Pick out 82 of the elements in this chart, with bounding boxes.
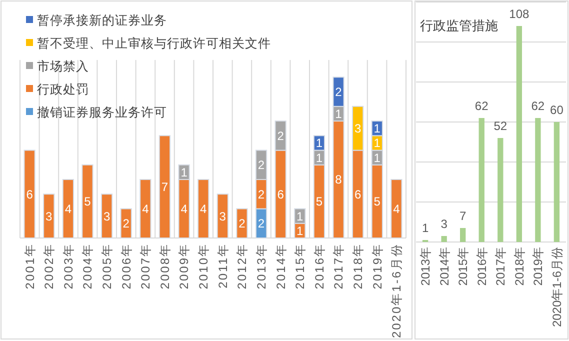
x-tick-label: 2012年 <box>235 243 250 290</box>
data-label: 5 <box>316 194 323 209</box>
bar <box>535 118 541 242</box>
data-label: 2 <box>122 216 130 231</box>
x-tick-label: 2019年 <box>531 247 546 286</box>
data-label: 4 <box>64 202 72 216</box>
data-label: 1 <box>316 150 323 165</box>
x-tick-label: 2020年1-6月份 <box>550 247 564 328</box>
data-label: 2 <box>258 187 265 202</box>
data-label: 3 <box>46 209 53 224</box>
bar <box>516 26 522 242</box>
legend-label: 暂停承接新的证券业务 <box>37 13 167 28</box>
data-label: 4 <box>180 202 188 216</box>
legend-label: 行政处罚 <box>37 82 89 96</box>
x-tick-label: 2006年 <box>119 243 134 290</box>
legend-label: 撤销证券服务业务许可 <box>37 105 167 120</box>
x-tick-label: 2016年 <box>312 243 326 290</box>
bar <box>478 118 484 242</box>
bar <box>498 138 504 242</box>
data-label: 3 <box>103 209 110 224</box>
bar <box>554 122 560 242</box>
x-tick-label: 2002年 <box>42 243 56 290</box>
data-label: 1 <box>374 136 381 150</box>
x-tick-label: 2014年 <box>274 243 288 290</box>
data-label: 4 <box>142 202 150 216</box>
x-tick-label: 2011年 <box>216 243 230 288</box>
bar <box>460 228 466 242</box>
data-label: 8 <box>335 172 342 187</box>
data-label: 4 <box>200 202 207 216</box>
x-tick-label: 2014年 <box>437 247 452 286</box>
data-label: 3 <box>440 217 448 231</box>
data-label: 5 <box>374 194 381 209</box>
x-tick-label: 2013年 <box>254 243 268 290</box>
x-tick-label: 2020年1-6月份 <box>390 243 404 338</box>
data-label: 108 <box>509 7 530 21</box>
data-label: 6 <box>277 187 284 202</box>
data-label: 1 <box>296 224 304 238</box>
data-label: 62 <box>474 99 489 113</box>
x-tick-label: 2019年 <box>370 243 384 290</box>
data-label: 2 <box>277 128 284 143</box>
x-tick-label: 2018年 <box>351 243 366 290</box>
bar <box>441 236 447 242</box>
data-label: 2 <box>238 216 246 231</box>
data-label: 7 <box>161 180 168 194</box>
x-tick-label: 2007年 <box>138 243 153 290</box>
x-tick-label: 2016年 <box>474 247 489 286</box>
data-label: 52 <box>494 119 508 133</box>
legend-label: 市场禁入 <box>37 59 89 74</box>
data-label: 2 <box>335 84 342 99</box>
data-label: 5 <box>84 194 92 209</box>
x-tick-label: 2004年 <box>80 243 95 290</box>
x-tick-label: 2015年 <box>456 247 470 286</box>
data-label: 1 <box>335 106 342 121</box>
data-label: 1 <box>374 150 381 165</box>
data-label: 60 <box>550 103 564 117</box>
data-label: 2 <box>258 216 265 231</box>
data-label: 1 <box>316 136 323 150</box>
x-tick-label: 2008年 <box>158 243 172 290</box>
data-label: 1 <box>180 165 188 180</box>
data-label: 1 <box>422 221 429 235</box>
data-label: 3 <box>219 209 226 224</box>
data-label: 7 <box>459 209 466 223</box>
data-label: 1 <box>296 209 304 224</box>
x-tick-label: 2003年 <box>61 243 76 290</box>
x-tick-label: 2005年 <box>100 243 114 290</box>
data-label: 62 <box>531 99 545 113</box>
x-tick-label: 2009年 <box>177 243 192 290</box>
text: 行政监管措施 <box>420 18 498 33</box>
legend-label: 暂不受理、中止审核与行政许可相关文件 <box>37 35 271 50</box>
data-label: 1 <box>374 122 381 136</box>
x-tick-label: 2010年 <box>196 243 211 290</box>
data-label: 3 <box>354 122 362 136</box>
x-tick-label: 2017年 <box>332 243 346 290</box>
x-tick-label: 2013年 <box>418 247 432 286</box>
x-tick-label: 2015年 <box>293 243 308 290</box>
x-tick-label: 2001年 <box>22 243 37 290</box>
data-label: 2 <box>258 158 265 172</box>
x-tick-label: 2017年 <box>494 247 508 286</box>
data-label: 6 <box>26 187 34 202</box>
data-label: 4 <box>393 202 400 216</box>
data-label: 6 <box>354 187 362 202</box>
x-tick-label: 2018年 <box>512 247 526 286</box>
